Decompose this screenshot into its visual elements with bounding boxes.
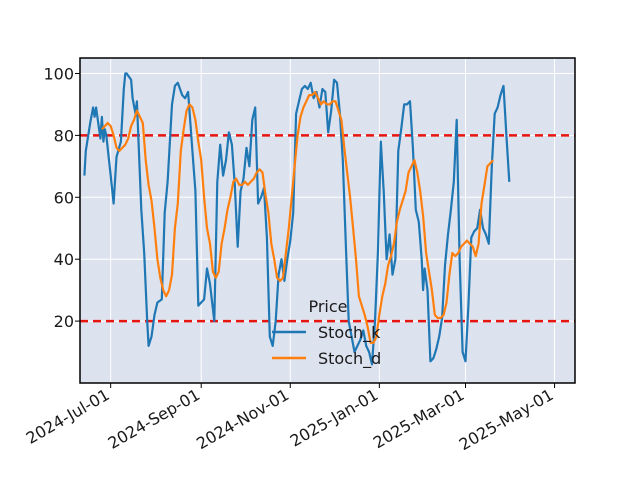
reference-lines xyxy=(80,134,575,323)
y-axis: 20 40 60 80 100 xyxy=(43,64,80,331)
legend: Price Stoch_k Stoch_d xyxy=(272,297,381,369)
series-line-stoch-d xyxy=(101,90,495,344)
x-tick-label: 2025-May-01 xyxy=(456,385,557,454)
x-tick-label: 2025-Jan-01 xyxy=(287,385,382,451)
x-axis: 2024-Jul-012024-Sep-012024-Nov-012025-Ja… xyxy=(23,383,557,454)
plot-frame xyxy=(79,57,576,384)
legend-title: Price xyxy=(308,297,347,316)
legend-label-stoch-k: Stoch_k xyxy=(318,323,381,343)
x-tick-label: 2024-Nov-01 xyxy=(193,385,292,453)
y-tick-label: 40 xyxy=(54,250,74,269)
legend-label-stoch-d: Stoch_d xyxy=(318,349,381,369)
y-tick-label: 20 xyxy=(54,312,74,331)
x-tick-label: 2024-Sep-01 xyxy=(105,385,204,453)
grid-lines xyxy=(80,58,575,383)
x-tick-label: 2025-Mar-01 xyxy=(370,385,468,452)
y-tick-label: 80 xyxy=(54,126,74,145)
series-lines xyxy=(83,72,511,366)
y-tick-label: 100 xyxy=(43,64,74,83)
x-tick-label: 2024-Jul-01 xyxy=(23,385,113,448)
y-tick-label: 60 xyxy=(54,188,74,207)
series-line-stoch-k xyxy=(83,72,511,366)
